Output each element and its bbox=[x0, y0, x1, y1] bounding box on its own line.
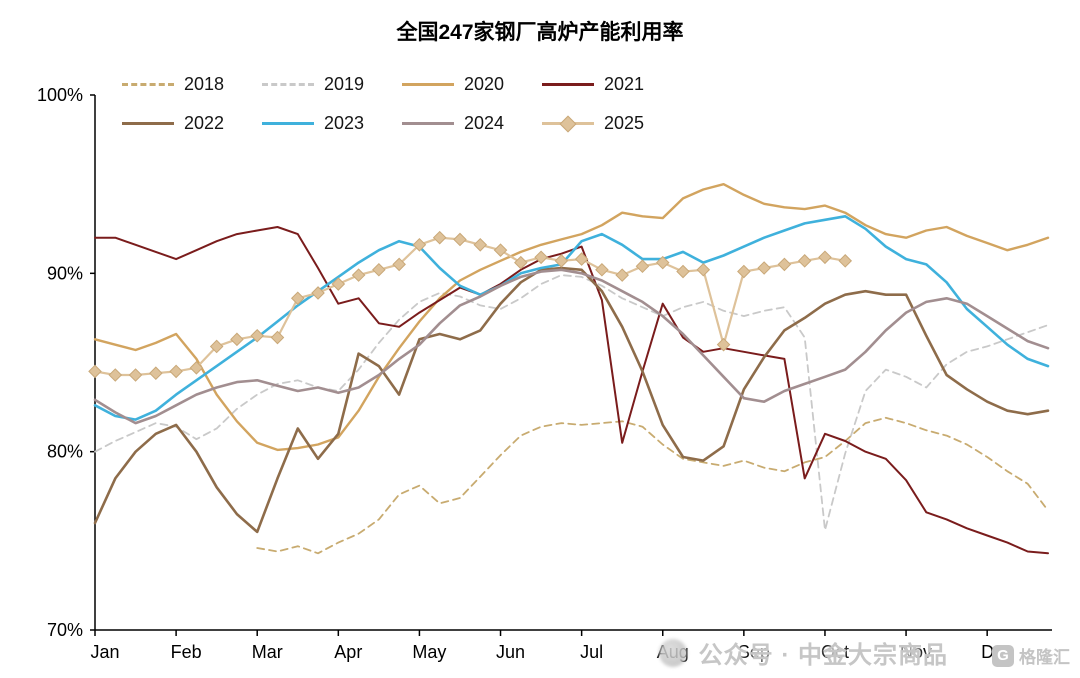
series-marker-2025 bbox=[574, 252, 589, 266]
series-marker-2025 bbox=[838, 254, 853, 268]
series-marker-2025 bbox=[230, 332, 244, 347]
series-marker-2025 bbox=[108, 368, 123, 382]
legend-item-2021: 2021 bbox=[542, 72, 682, 96]
x-tick-label-oct: Oct bbox=[821, 642, 849, 662]
series-marker-2025 bbox=[311, 286, 325, 300]
series-line-2018 bbox=[256, 416, 1049, 555]
series-marker-2025 bbox=[453, 232, 467, 247]
legend-label-2020: 2020 bbox=[464, 73, 505, 94]
series-line-2024 bbox=[93, 268, 1050, 425]
x-tick-label-may: May bbox=[412, 642, 446, 662]
legend-item-2019: 2019 bbox=[262, 72, 402, 96]
series-line-2019 bbox=[94, 274, 1049, 531]
series-marker-2025 bbox=[696, 262, 711, 277]
series-marker-2025 bbox=[290, 291, 305, 306]
legend-item-2023: 2023 bbox=[262, 111, 402, 135]
series-marker-2025 bbox=[635, 259, 650, 273]
series-marker-2025 bbox=[250, 328, 265, 343]
legend-item-2018: 2018 bbox=[122, 72, 262, 96]
series-marker-2025 bbox=[169, 364, 183, 379]
series-marker-2025 bbox=[716, 337, 731, 352]
legend-label-2023: 2023 bbox=[324, 112, 365, 133]
x-tick-label-jul: Jul bbox=[580, 642, 603, 662]
series-marker-2025 bbox=[757, 261, 771, 275]
legend-item-2025: 2025 bbox=[542, 111, 682, 135]
series-marker-2025 bbox=[392, 257, 406, 272]
series-marker-2025 bbox=[432, 230, 447, 245]
y-tick-label: 70% bbox=[47, 620, 83, 640]
legend-label-2019: 2019 bbox=[324, 73, 365, 94]
series-marker-2025 bbox=[412, 238, 427, 252]
series-marker-2025 bbox=[270, 330, 285, 345]
x-tick-label-mar: Mar bbox=[252, 642, 283, 662]
series-marker-2025 bbox=[818, 250, 832, 265]
series-marker-2025 bbox=[128, 368, 143, 382]
x-tick-label-jan: Jan bbox=[90, 642, 119, 662]
x-tick-label-apr: Apr bbox=[334, 642, 362, 662]
legend-item-2022: 2022 bbox=[122, 111, 262, 135]
x-tick-label-feb: Feb bbox=[171, 642, 202, 662]
series-line-2021 bbox=[94, 226, 1049, 555]
gelonghui-g-icon: G bbox=[992, 644, 1014, 667]
series-marker-2025 bbox=[595, 262, 609, 277]
legend-line-swatch-2019 bbox=[262, 82, 314, 86]
series-line-2020 bbox=[93, 183, 1050, 452]
series-marker-2025 bbox=[473, 238, 488, 252]
watermark-text: 公众号 · 中金大宗商品 bbox=[698, 642, 948, 669]
series-marker-2025 bbox=[88, 364, 102, 379]
legend-label-2025: 2025 bbox=[604, 112, 645, 133]
series-marker-2025 bbox=[737, 264, 751, 279]
wechat-logo-icon bbox=[658, 638, 687, 667]
series-marker-2025 bbox=[655, 255, 670, 270]
y-tick-label: 90% bbox=[47, 263, 83, 283]
legend-line-swatch-2022 bbox=[122, 121, 174, 125]
series-marker-2025 bbox=[554, 254, 569, 268]
y-tick-label: 100% bbox=[37, 85, 83, 105]
legend-label-2022: 2022 bbox=[184, 112, 225, 133]
series-marker-2025 bbox=[331, 277, 346, 291]
watermark: 公众号 · 中金大宗商品 bbox=[658, 635, 948, 670]
series-marker-2025 bbox=[797, 254, 812, 268]
legend-label-2021: 2021 bbox=[604, 73, 645, 94]
series-marker-2025 bbox=[189, 361, 204, 375]
series-line-2023 bbox=[93, 215, 1050, 421]
chart-title: 全国247家钢厂高炉产能利用率 bbox=[396, 21, 684, 44]
series-marker-2025 bbox=[615, 268, 629, 282]
series-marker-2025 bbox=[149, 366, 163, 380]
x-tick-label-jun: Jun bbox=[496, 642, 525, 662]
series-marker-2025 bbox=[351, 268, 366, 282]
legend-line-swatch-2025 bbox=[542, 115, 594, 133]
series-marker-2025 bbox=[372, 262, 386, 277]
legend-item-2024: 2024 bbox=[402, 111, 542, 135]
legend-line-swatch-2023 bbox=[262, 121, 314, 125]
series-marker-2025 bbox=[676, 264, 690, 279]
series-marker-2025 bbox=[209, 339, 224, 354]
series-marker-2025 bbox=[514, 255, 528, 270]
series-marker-2025 bbox=[534, 250, 548, 265]
chart-legend: 2018 2019 2020 2021 2022 2023 2024 2025 bbox=[122, 72, 682, 135]
y-tick-label: 80% bbox=[47, 442, 83, 462]
legend-line-swatch-2018 bbox=[122, 82, 174, 86]
x-tick-label-sep: Sep bbox=[738, 642, 770, 662]
gelonghui-logo-text: 格隆汇 bbox=[1019, 648, 1070, 667]
series-line-2022 bbox=[93, 266, 1050, 534]
series-marker-2025 bbox=[493, 243, 508, 257]
legend-label-2024: 2024 bbox=[464, 112, 505, 133]
series-marker-2025 bbox=[777, 257, 792, 272]
gelonghui-logo: G 格隆汇 bbox=[992, 643, 1070, 668]
legend-line-swatch-2021 bbox=[542, 82, 594, 86]
series-line-2025 bbox=[93, 236, 847, 377]
legend-line-swatch-2020 bbox=[402, 82, 454, 86]
legend-label-2018: 2018 bbox=[184, 73, 225, 94]
legend-item-2020: 2020 bbox=[402, 72, 542, 96]
x-tick-label-nov: Nov bbox=[900, 642, 932, 662]
legend-line-swatch-2024 bbox=[402, 121, 454, 125]
